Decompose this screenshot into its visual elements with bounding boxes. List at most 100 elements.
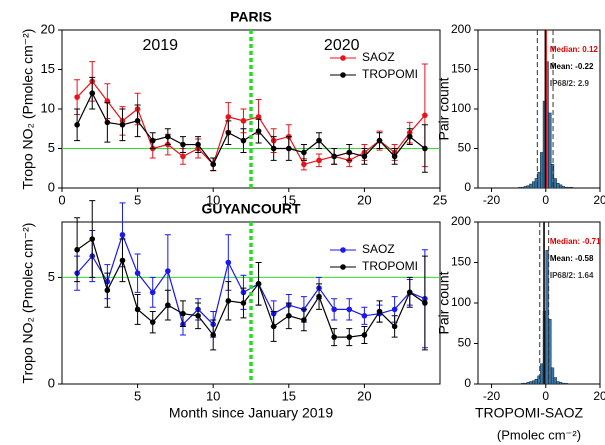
data-point bbox=[165, 133, 171, 140]
data-point bbox=[361, 332, 368, 338]
data-point bbox=[74, 94, 80, 100]
histogram-bar bbox=[564, 186, 568, 189]
y-tick-label: 0 bbox=[464, 376, 471, 390]
legend-label: SAOZ bbox=[362, 50, 395, 64]
x-axis-label: TROPOMI-SAOZ bbox=[475, 405, 584, 421]
data-point bbox=[391, 306, 398, 313]
x-tick-label: 20 bbox=[593, 193, 605, 207]
histogram-bar bbox=[559, 382, 563, 385]
data-point bbox=[391, 323, 398, 330]
data-point bbox=[165, 302, 171, 308]
histogram-bar bbox=[569, 186, 574, 189]
data-point bbox=[180, 310, 186, 317]
x-axis-label: Month since January 2019 bbox=[169, 405, 333, 421]
data-point bbox=[422, 300, 428, 306]
histogram-bar bbox=[534, 378, 538, 385]
histogram-bar bbox=[556, 381, 560, 385]
histogram-bar bbox=[521, 382, 525, 385]
x-tick-label: 20 bbox=[593, 389, 605, 403]
x-tick-label: 20 bbox=[357, 388, 371, 403]
y-tick-label: 100 bbox=[451, 295, 471, 309]
y-tick-label: 0 bbox=[48, 375, 55, 390]
data-point bbox=[376, 308, 383, 315]
stat-label: IP68/2: 2.9 bbox=[550, 79, 590, 88]
data-point bbox=[225, 259, 232, 266]
data-point bbox=[74, 246, 80, 253]
series-line bbox=[76, 80, 426, 166]
histogram-bar bbox=[523, 186, 528, 189]
data-point bbox=[270, 323, 277, 330]
histogram-bar bbox=[553, 178, 557, 189]
y-tick-label: 50 bbox=[458, 141, 472, 155]
data-point bbox=[422, 145, 428, 152]
data-point bbox=[301, 149, 307, 156]
legend-marker bbox=[340, 55, 346, 61]
x-tick-label: 10 bbox=[206, 388, 220, 403]
histogram-bar bbox=[529, 183, 533, 189]
histogram-bar bbox=[531, 380, 536, 385]
histogram-bar bbox=[548, 112, 552, 189]
histogram-bar bbox=[553, 377, 557, 385]
data-point bbox=[240, 118, 247, 124]
x-tick-label: 0 bbox=[542, 193, 549, 207]
data-point bbox=[180, 153, 186, 160]
year-label: 2020 bbox=[324, 37, 360, 54]
data-point bbox=[316, 293, 322, 300]
y-tick-label: 20 bbox=[41, 21, 55, 36]
y-tick-label: 15 bbox=[41, 61, 55, 76]
data-point bbox=[149, 137, 156, 144]
stat-label: Median: 0.12 bbox=[550, 45, 599, 54]
histogram-bar bbox=[561, 186, 566, 189]
data-point bbox=[286, 312, 292, 319]
histogram-bar bbox=[521, 186, 525, 189]
data-point bbox=[149, 319, 156, 325]
x-tick-label: 25 bbox=[433, 192, 447, 207]
data-point bbox=[225, 129, 232, 136]
data-point bbox=[255, 128, 262, 134]
data-point bbox=[210, 161, 216, 168]
data-point bbox=[301, 317, 307, 323]
data-point bbox=[165, 268, 171, 274]
y-tick-label: 10 bbox=[41, 100, 55, 115]
y-tick-label: 100 bbox=[451, 101, 471, 115]
data-point bbox=[406, 289, 413, 296]
histogram-bar bbox=[537, 171, 541, 189]
data-point bbox=[104, 119, 111, 126]
data-point bbox=[119, 122, 126, 128]
data-point bbox=[361, 153, 368, 160]
x-tick-label: 20 bbox=[357, 192, 371, 207]
data-point bbox=[240, 300, 247, 306]
histogram-bar bbox=[564, 382, 568, 385]
data-point bbox=[104, 287, 111, 294]
histogram-bar bbox=[529, 381, 533, 385]
data-point bbox=[361, 312, 368, 319]
y-axis-label: Tropo NO₂ (Pmolec cm⁻²) bbox=[20, 223, 36, 384]
histogram-bar bbox=[550, 367, 555, 385]
histogram-bar bbox=[561, 382, 566, 385]
x-axis-unit: (Pmolec cm⁻²) bbox=[497, 427, 581, 442]
histogram-bar bbox=[556, 183, 560, 189]
data-point bbox=[74, 122, 80, 128]
legend-marker bbox=[340, 264, 346, 270]
data-point bbox=[346, 334, 353, 340]
y-tick-label: 200 bbox=[451, 214, 471, 228]
y-tick-label: 150 bbox=[451, 62, 471, 76]
histogram-bar bbox=[526, 185, 530, 189]
x-tick-label: 0 bbox=[542, 389, 549, 403]
histogram-bar bbox=[518, 186, 522, 189]
histogram-bar bbox=[567, 186, 571, 189]
stat-label: Median: -0.71 bbox=[550, 237, 601, 246]
y-tick-label: 150 bbox=[451, 255, 471, 269]
data-point bbox=[210, 332, 216, 338]
y-tick-label: 5 bbox=[48, 140, 55, 155]
data-point bbox=[134, 118, 141, 124]
data-point bbox=[255, 114, 262, 120]
data-point bbox=[331, 153, 337, 160]
panel-title: PARIS bbox=[230, 9, 272, 25]
legend-marker bbox=[340, 72, 346, 78]
x-tick-label: 5 bbox=[134, 388, 141, 403]
data-point bbox=[346, 149, 353, 156]
data-point bbox=[89, 236, 96, 242]
histogram-bar bbox=[540, 152, 544, 189]
